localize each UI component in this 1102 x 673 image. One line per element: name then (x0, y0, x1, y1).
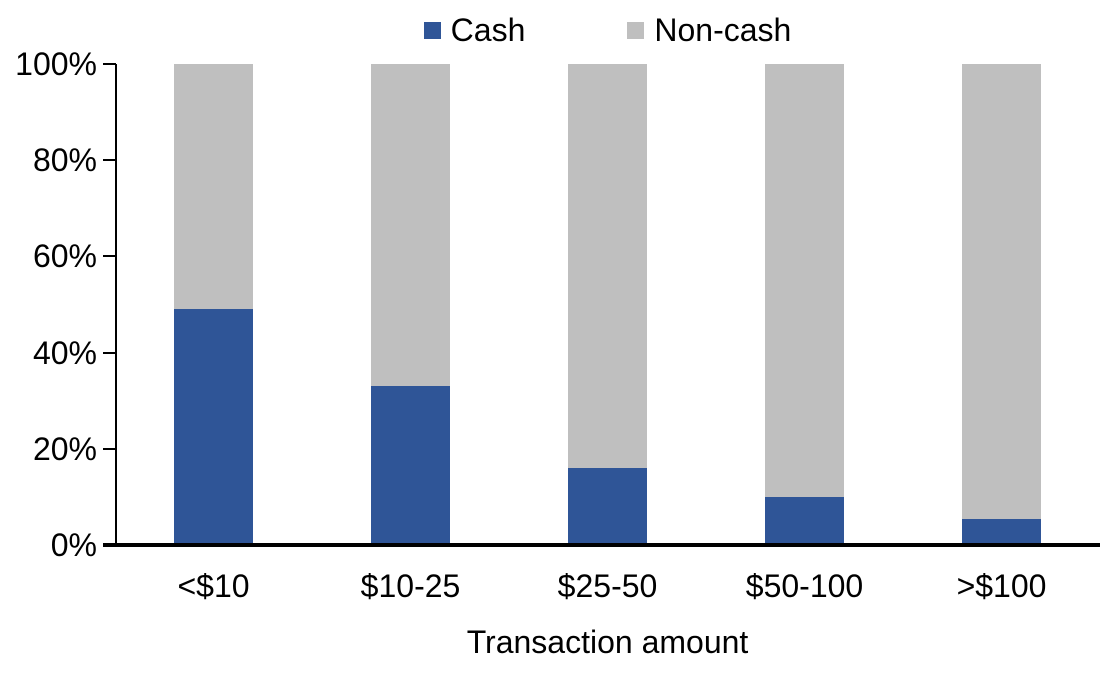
bar-10 (174, 64, 253, 545)
y-axis-tick-100 (103, 63, 116, 65)
legend-label-non-cash: Non-cash (654, 12, 792, 48)
x-axis-label-50-100: $50-100 (745, 568, 864, 604)
y-axis-tick-20 (103, 447, 116, 450)
x-axis-label-10-25: $10-25 (360, 568, 461, 604)
y-axis-label-40: 40% (32, 334, 97, 371)
bar-25-50 (568, 64, 647, 545)
x-axis-line (103, 543, 1100, 547)
y-axis-label-80: 80% (32, 142, 97, 179)
y-axis-label-100: 100% (15, 46, 97, 82)
y-axis-line (115, 64, 117, 547)
x-axis-label-10: <$10 (177, 568, 250, 604)
bar-segment-cash-10-25 (371, 386, 450, 545)
y-axis-tick-80 (103, 159, 116, 162)
y-axis-label-60: 60% (32, 238, 97, 275)
x-axis-label-100: >$100 (956, 568, 1047, 604)
bar-segment-cash-10 (174, 309, 253, 545)
y-axis-tick-0 (103, 544, 116, 546)
bar-segment-non-cash-50-100 (765, 64, 844, 497)
bar-segment-non-cash-25-50 (568, 64, 647, 469)
plot-area (115, 64, 1100, 545)
bar-10-25 (371, 64, 450, 545)
bar-segment-cash-100 (962, 518, 1041, 545)
x-axis-title: Transaction amount (466, 624, 749, 660)
bar-100 (962, 64, 1041, 545)
legend-item-non-cash: Non-cash (627, 11, 791, 49)
legend-swatch-cash (423, 21, 441, 39)
bar-segment-cash-50-100 (765, 496, 844, 545)
legend-item-cash: Cash (423, 11, 526, 49)
bar-segment-cash-25-50 (568, 468, 647, 545)
legend-swatch-non-cash (627, 21, 645, 39)
y-axis-label-20: 20% (32, 430, 97, 467)
x-axis-label-25-50: $25-50 (557, 568, 658, 604)
y-axis-tick-60 (103, 255, 116, 258)
legend-label-cash: Cash (450, 12, 526, 48)
bar-50-100 (765, 64, 844, 545)
chart-legend: Cash Non-cash (115, 11, 1100, 49)
bar-segment-non-cash-10 (174, 64, 253, 310)
y-axis-label-0: 0% (50, 527, 97, 563)
bar-segment-non-cash-10-25 (371, 64, 450, 387)
y-axis-tick-40 (103, 351, 116, 354)
bar-segment-non-cash-100 (962, 64, 1041, 519)
